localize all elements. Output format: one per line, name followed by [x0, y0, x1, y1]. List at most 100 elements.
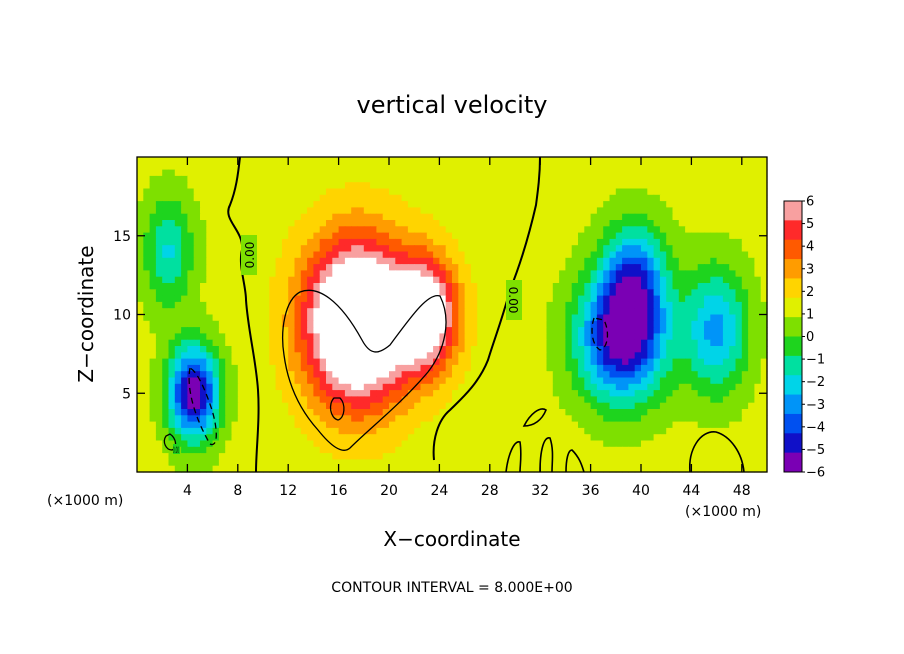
- heatmap-cell: [162, 220, 170, 227]
- heatmap-cell: [722, 339, 730, 347]
- heatmap-cell: [338, 427, 346, 435]
- heatmap-cell: [571, 402, 579, 410]
- heatmap-cell: [294, 465, 302, 473]
- heatmap-cell: [452, 314, 459, 322]
- heatmap-cell: [716, 251, 724, 259]
- heatmap-cell: [181, 339, 188, 347]
- heatmap-cell: [565, 308, 573, 316]
- heatmap-cell: [168, 188, 176, 196]
- heatmap-cell: [288, 308, 296, 316]
- heatmap-cell: [155, 264, 163, 271]
- heatmap-cell: [622, 264, 629, 271]
- heatmap-cell: [470, 175, 478, 183]
- heatmap-cell: [502, 264, 510, 271]
- heatmap-cell: [244, 226, 251, 234]
- heatmap-cell: [697, 339, 705, 347]
- heatmap-cell: [225, 415, 233, 423]
- heatmap-cell: [653, 440, 661, 448]
- heatmap-cell: [704, 283, 711, 290]
- heatmap-cell: [666, 276, 674, 284]
- heatmap-cell: [710, 320, 718, 328]
- heatmap-cell: [420, 270, 428, 278]
- heatmap-cell: [760, 157, 768, 164]
- heatmap-cell: [382, 434, 390, 442]
- heatmap-cell: [281, 175, 289, 183]
- heatmap-cell: [710, 346, 718, 353]
- heatmap-cell: [722, 320, 730, 328]
- heatmap-cell: [483, 157, 491, 164]
- heatmap-cell: [281, 339, 289, 347]
- heatmap-cell: [269, 301, 277, 309]
- heatmap-cell: [181, 415, 188, 423]
- heatmap-cell: [363, 207, 371, 215]
- heatmap-cell: [300, 421, 308, 429]
- heatmap-cell: [275, 301, 283, 309]
- heatmap-cell: [691, 182, 699, 190]
- heatmap-cell: [420, 251, 428, 259]
- heatmap-cell: [445, 188, 453, 196]
- heatmap-cell: [414, 409, 422, 416]
- heatmap-cell: [389, 371, 396, 379]
- heatmap-cell: [275, 295, 283, 303]
- heatmap-cell: [729, 390, 737, 397]
- heatmap-cell: [231, 446, 239, 454]
- heatmap-cell: [263, 220, 270, 227]
- heatmap-cell: [691, 453, 699, 460]
- heatmap-cell: [225, 453, 233, 460]
- heatmap-cell: [256, 251, 264, 259]
- heatmap-cell: [496, 327, 503, 334]
- heatmap-cell: [578, 352, 585, 360]
- heatmap-cell: [641, 157, 648, 164]
- heatmap-cell: [590, 434, 598, 442]
- heatmap-cell: [332, 163, 340, 171]
- heatmap-cell: [678, 465, 686, 473]
- heatmap-cell: [596, 207, 604, 215]
- heatmap-cell: [603, 427, 611, 435]
- heatmap-cell: [200, 289, 207, 297]
- heatmap-cell: [137, 257, 144, 265]
- heatmap-cell: [376, 289, 384, 297]
- heatmap-cell: [269, 232, 277, 240]
- heatmap-cell: [281, 421, 289, 429]
- heatmap-cell: [622, 358, 629, 366]
- heatmap-cell: [653, 364, 661, 372]
- heatmap-cell: [155, 390, 163, 397]
- heatmap-cell: [389, 220, 396, 227]
- heatmap-cell: [452, 289, 459, 297]
- heatmap-cell: [603, 371, 611, 379]
- heatmap-cell: [502, 220, 510, 227]
- heatmap-cell: [678, 270, 686, 278]
- heatmap-cell: [533, 421, 541, 429]
- heatmap-cell: [288, 364, 296, 372]
- heatmap-cell: [206, 270, 214, 278]
- heatmap-cell: [300, 276, 308, 284]
- heatmap-cell: [395, 440, 403, 448]
- heatmap-cell: [552, 459, 560, 467]
- heatmap-cell: [407, 289, 415, 297]
- heatmap-cell: [370, 251, 377, 259]
- heatmap-cell: [704, 446, 711, 454]
- heatmap-cell: [332, 390, 340, 397]
- heatmap-cell: [319, 333, 327, 341]
- heatmap-cell: [300, 320, 308, 328]
- heatmap-cell: [401, 346, 409, 353]
- heatmap-cell: [401, 194, 409, 202]
- heatmap-cell: [647, 264, 655, 271]
- heatmap-cell: [319, 434, 327, 442]
- heatmap-cell: [313, 283, 321, 290]
- heatmap-cell: [521, 169, 529, 177]
- heatmap-cell: [231, 415, 239, 423]
- heatmap-cell: [231, 333, 239, 341]
- heatmap-cell: [307, 175, 314, 183]
- heatmap-cell: [603, 213, 611, 221]
- heatmap-cell: [231, 220, 239, 227]
- heatmap-cell: [590, 453, 598, 460]
- heatmap-cell: [206, 352, 214, 360]
- heatmap-cell: [294, 194, 302, 202]
- heatmap-cell: [754, 427, 762, 435]
- heatmap-cell: [622, 440, 629, 448]
- heatmap-cell: [237, 377, 245, 385]
- heatmap-cell: [407, 396, 415, 404]
- heatmap-cell: [716, 339, 724, 347]
- heatmap-cell: [187, 377, 195, 385]
